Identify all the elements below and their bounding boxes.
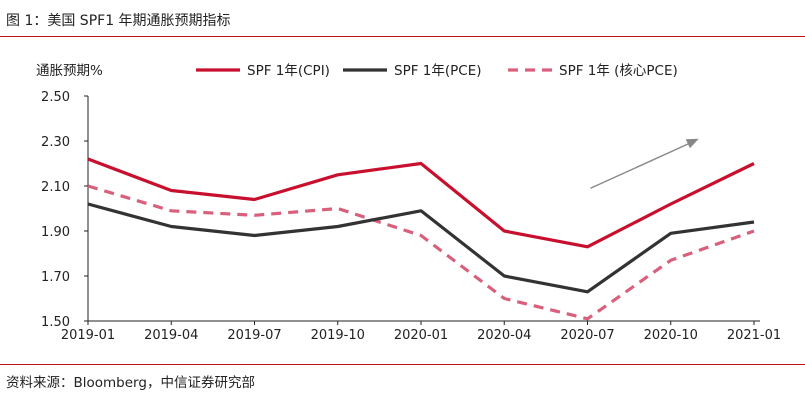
x-tick-label: 2019-10	[311, 328, 365, 343]
series-line-2	[87, 184, 755, 321]
y-tick-label: 1.90	[41, 225, 70, 240]
series-line-1	[87, 202, 755, 294]
figure-title: 图 1：美国 SPF1 年期通胀预期指标	[6, 13, 231, 29]
y-tick-label: 2.30	[41, 135, 70, 150]
series-line-0	[87, 157, 755, 249]
y-tick-label: 1.50	[41, 315, 70, 330]
y-tick-label: 2.10	[41, 180, 70, 195]
series-layer	[87, 157, 755, 321]
x-tick-label: 2020-04	[477, 328, 531, 343]
axes: 1.50 1.70 1.90 2.10 2.30 2.50 2019-01 2019-04 20…	[41, 90, 781, 343]
trend-arrow-shaft	[590, 142, 692, 189]
y-tick-label: 2.50	[41, 90, 70, 105]
legend-label-1: SPF 1年(PCE)	[394, 63, 482, 79]
y-tick-label: 1.70	[41, 270, 70, 285]
bottom-rule	[0, 364, 805, 365]
x-tick-label: 2021-01	[727, 328, 781, 343]
x-tick-label: 2020-07	[560, 328, 614, 343]
x-tick-label: 2019-07	[227, 328, 281, 343]
x-tick-label: 2019-04	[144, 328, 198, 343]
x-tick-label: 2020-01	[394, 328, 448, 343]
y-axis-label: 通胀预期%	[36, 63, 103, 79]
x-tick-label: 2020-10	[644, 328, 698, 343]
annotation-layer	[590, 138, 699, 189]
top-rule	[0, 36, 805, 37]
legend-label-0: SPF 1年(CPI)	[247, 63, 330, 79]
trend-arrow-head	[685, 138, 699, 149]
legend: SPF 1年(CPI) SPF 1年(PCE) SPF 1年 (核心PCE)	[196, 63, 678, 79]
legend-label-2: SPF 1年 (核心PCE)	[559, 63, 678, 79]
source-note: 资料来源：Bloomberg，中信证券研究部	[6, 375, 255, 391]
x-tick-label: 2019-01	[61, 328, 115, 343]
